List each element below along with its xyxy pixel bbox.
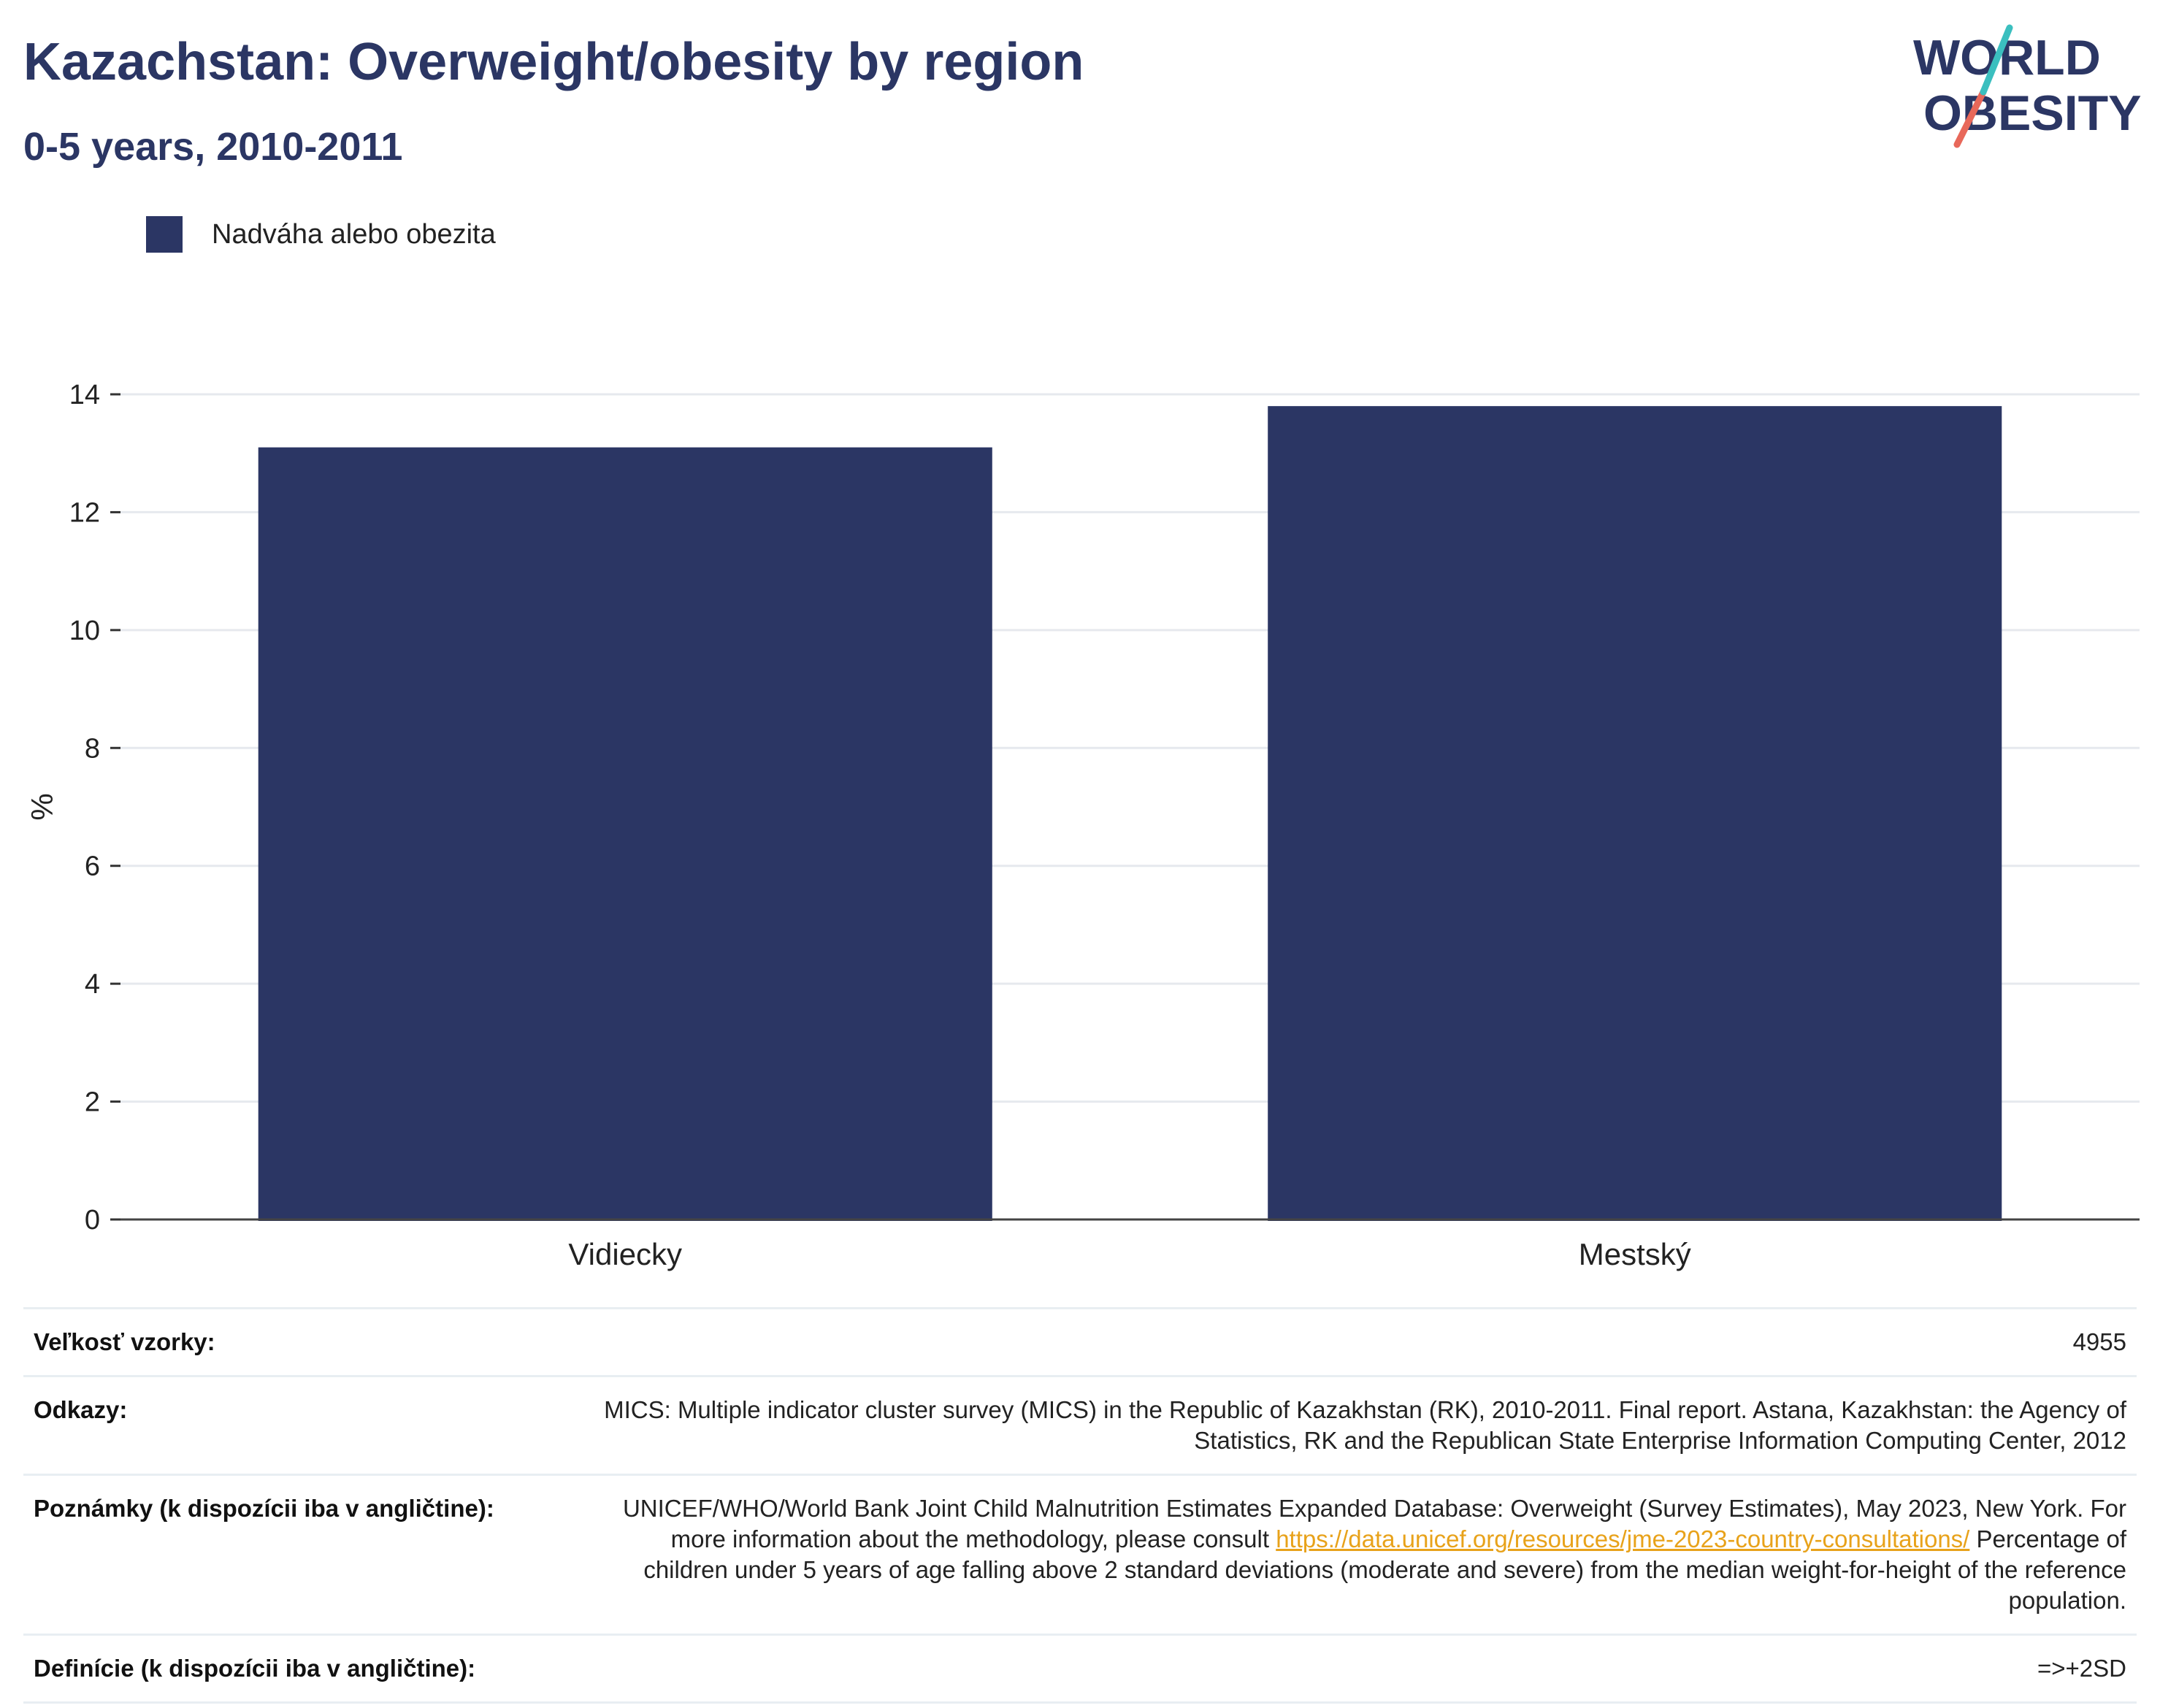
info-row-sample-size: Veľkosť vzorky: 4955 — [23, 1307, 2137, 1376]
notes-text-after: Percentage of children under 5 years of … — [643, 1525, 2126, 1614]
info-row-references: Odkazy: MICS: Multiple indicator cluster… — [23, 1375, 2137, 1475]
info-row-notes: Poznámky (k dispozícii iba v angličtine)… — [23, 1474, 2137, 1635]
logo-line2: OBESITY — [1923, 85, 2142, 141]
notes-link[interactable]: https://data.unicef.org/resources/jme-20… — [1276, 1525, 1970, 1552]
y-tick-label: 12 — [69, 497, 100, 528]
info-table: Veľkosť vzorky: 4955 Odkazy: MICS: Multi… — [23, 1307, 2137, 1704]
definitions-value: =>+2SD — [570, 1634, 2137, 1704]
bar-chart: 0 2 4 6 8 10 12 14 Vidiecky Mestský% — [25, 380, 2140, 1271]
x-tick-label: Mestský — [1579, 1237, 1691, 1271]
definitions-label: Definície (k dispozícii iba v angličtine… — [23, 1634, 570, 1704]
y-tick-label: 2 — [85, 1087, 100, 1118]
legend-swatch — [146, 216, 183, 253]
y-tick-label: 0 — [85, 1205, 100, 1236]
logo-slash-teal — [1980, 24, 2013, 96]
y-axis-label: % — [25, 793, 59, 820]
bar — [1268, 406, 2002, 1222]
logo-slash-coral — [1953, 88, 1987, 148]
notes-label: Poznámky (k dispozícii iba v angličtine)… — [23, 1474, 570, 1635]
y-tick-label: 8 — [85, 733, 100, 764]
x-tick-label: Vidiecky — [568, 1237, 682, 1271]
y-tick-label: 10 — [69, 616, 100, 646]
legend-label: Nadváha alebo obezita — [212, 218, 496, 250]
y-tick-label: 6 — [85, 851, 100, 882]
references-label: Odkazy: — [23, 1375, 570, 1475]
notes-value: UNICEF/WHO/World Bank Joint Child Malnut… — [570, 1474, 2137, 1635]
chart-title: Kazachstan: Overweight/obesity by region — [23, 33, 1084, 91]
sample-size-label: Veľkosť vzorky: — [23, 1307, 570, 1376]
bar — [258, 447, 992, 1222]
legend[interactable]: Nadváha alebo obezita — [146, 216, 496, 253]
chart-subtitle: 0-5 years, 2010-2011 — [23, 125, 403, 169]
sample-size-value: 4955 — [570, 1307, 2137, 1376]
notes-text-before: UNICEF/WHO/World Bank Joint Child Malnut… — [622, 1495, 2126, 1552]
world-obesity-logo: WORLD OBESITY — [1913, 24, 2142, 148]
y-tick-label: 4 — [85, 969, 100, 1000]
references-value: MICS: Multiple indicator cluster survey … — [570, 1375, 2137, 1475]
y-tick-label: 14 — [69, 380, 100, 410]
info-row-definitions: Definície (k dispozícii iba v angličtine… — [23, 1634, 2137, 1704]
